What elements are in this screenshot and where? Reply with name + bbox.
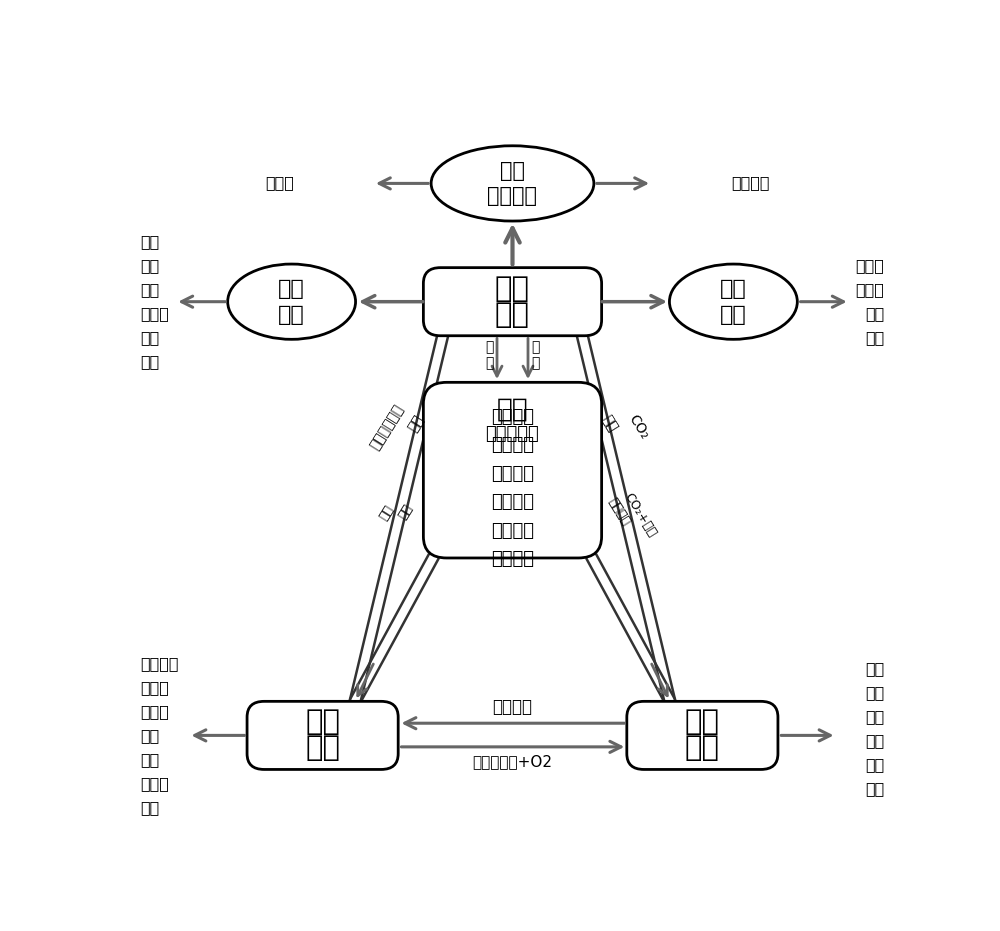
Ellipse shape (669, 264, 797, 339)
Text: 观
赏: 观 赏 (485, 341, 493, 371)
Text: 动物: 动物 (278, 304, 305, 325)
Text: 不可食肥料+O2: 不可食肥料+O2 (473, 754, 552, 769)
Text: CO₂+营养: CO₂+营养 (622, 491, 659, 539)
Text: 龟鳖鳄类: 龟鳖鳄类 (731, 175, 770, 190)
Text: 蔬菜
瓜果
菌藻
盆景
保健
药用: 蔬菜 瓜果 菌藻 盆景 保健 药用 (865, 661, 885, 796)
Text: 饲料: 饲料 (405, 412, 426, 435)
FancyBboxPatch shape (627, 701, 778, 769)
Text: 鱼类
虾类
蟹类
贝壳类
螺类
药用: 鱼类 虾类 蟹类 贝壳类 螺类 药用 (140, 235, 169, 370)
FancyBboxPatch shape (247, 701, 398, 769)
Text: 爬行动物: 爬行动物 (488, 186, 538, 207)
Text: 水生: 水生 (278, 278, 305, 299)
Text: 粪便及废弃物: 粪便及废弃物 (368, 402, 406, 452)
Text: 两栖: 两栖 (500, 160, 525, 181)
Text: 人类: 人类 (497, 397, 528, 423)
Text: 家蝇蝇蛆
黄粉虫
大麦虫
蚯蚓
蜗牛
水蚯蚓
水蚤: 家蝇蝇蛆 黄粉虫 大麦虫 蚯蚓 蜗牛 水蚯蚓 水蚤 (140, 656, 179, 815)
Ellipse shape (228, 264, 356, 339)
FancyBboxPatch shape (423, 383, 602, 558)
Text: 昆虫: 昆虫 (305, 708, 340, 736)
Text: 食用藻类: 食用藻类 (606, 495, 633, 528)
Text: 植物肥料: 植物肥料 (492, 698, 532, 716)
Text: 虫粪: 虫粪 (377, 504, 396, 523)
Text: 工厂: 工厂 (495, 301, 530, 329)
Ellipse shape (431, 146, 594, 221)
Text: 食物: 食物 (396, 502, 415, 521)
Text: 工厂: 工厂 (685, 735, 720, 762)
Text: 食
用: 食 用 (532, 341, 540, 371)
FancyBboxPatch shape (423, 267, 602, 336)
Text: 植物: 植物 (685, 708, 720, 736)
Text: 工厂: 工厂 (305, 735, 340, 762)
Text: CO₂: CO₂ (626, 412, 652, 442)
Text: 动物: 动物 (720, 304, 747, 325)
Text: 蛙鲵类: 蛙鲵类 (265, 175, 294, 190)
Text: 陆生: 陆生 (720, 278, 747, 299)
Text: 哺乳类
禽鸟类
宠物
药用: 哺乳类 禽鸟类 宠物 药用 (856, 258, 885, 345)
Text: 产业链群
休闲展示
游览科普
购物饮食
文化娱乐
培训服务: 产业链群 休闲展示 游览科普 购物饮食 文化娱乐 培训服务 (491, 408, 534, 568)
Text: （城镇化）: （城镇化） (486, 425, 539, 443)
Text: 饲料: 饲料 (599, 412, 620, 435)
Text: 动物: 动物 (495, 275, 530, 303)
